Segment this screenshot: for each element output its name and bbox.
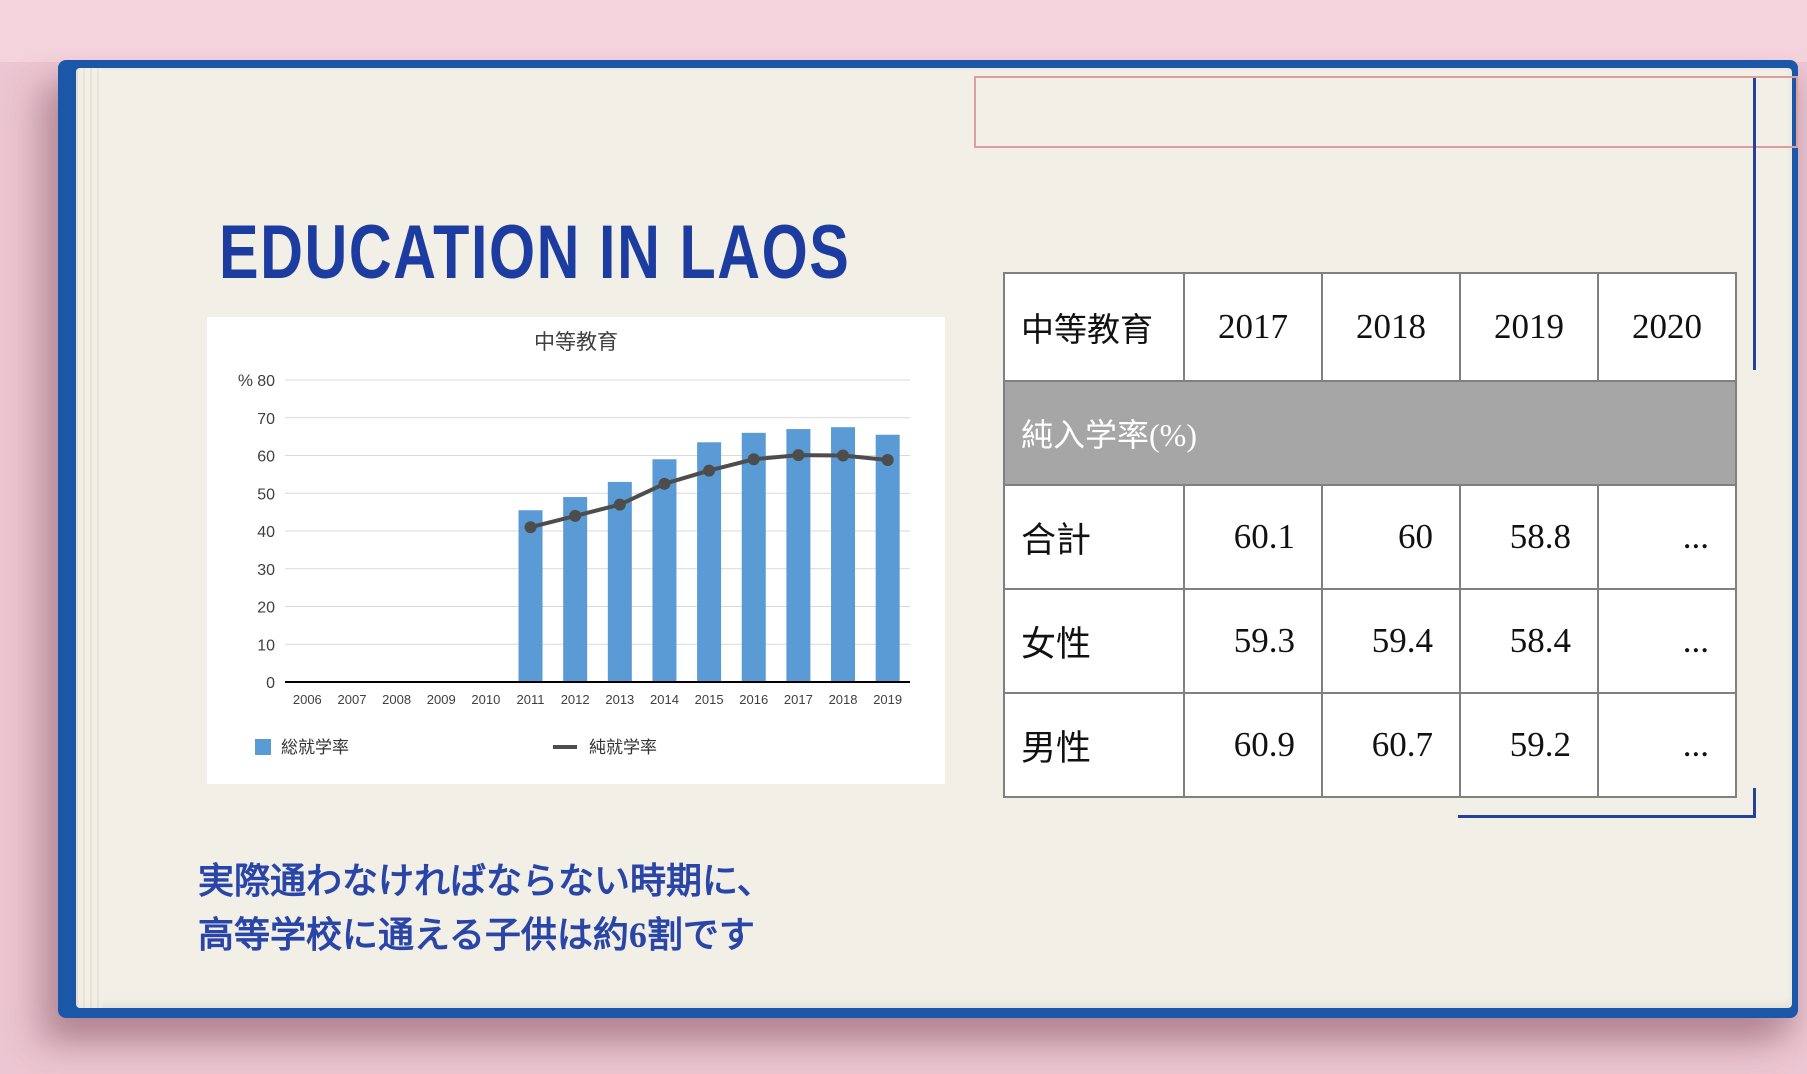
table-cell: 59.4: [1323, 590, 1459, 692]
svg-text:20: 20: [257, 600, 275, 617]
table-cell: 60.7: [1323, 694, 1459, 796]
svg-text:2011: 2011: [517, 692, 545, 707]
accent-red-rectangle: [974, 76, 1798, 148]
table-cell: 60: [1323, 486, 1459, 588]
svg-text:30: 30: [257, 562, 275, 579]
table-cell: 60.1: [1185, 486, 1321, 588]
table-row-label: 男性: [1005, 694, 1183, 796]
svg-text:2010: 2010: [471, 692, 500, 707]
svg-text:2017: 2017: [784, 692, 813, 707]
svg-text:50: 50: [257, 486, 275, 503]
accent-blue-vertical-line: [1753, 78, 1756, 370]
table-cell: ...: [1599, 694, 1735, 796]
table-header-cell: 2019: [1461, 274, 1597, 380]
table-header-cell: 2018: [1323, 274, 1459, 380]
svg-text:2016: 2016: [739, 692, 768, 707]
caption-line-1: 実際通わなければならない時期に、: [198, 861, 773, 901]
svg-text:60: 60: [257, 449, 275, 466]
svg-text:2014: 2014: [650, 692, 679, 707]
accent-blue-corner-line: [1458, 788, 1756, 818]
svg-text:2015: 2015: [695, 692, 724, 707]
table-cell: 58.8: [1461, 486, 1597, 588]
svg-text:2009: 2009: [427, 692, 456, 707]
table-row-label: 女性: [1005, 590, 1183, 692]
chart-panel: 0 10 20 30 40 50 60 70 80 2006 2007 2008 2009 2010 201…: [207, 317, 945, 784]
table-header-cell: 2017: [1185, 274, 1321, 380]
svg-text:2013: 2013: [605, 692, 634, 707]
svg-text:総就学率: 総就学率: [281, 738, 349, 757]
page-title: EDUCATION IN LAOS: [219, 209, 851, 295]
svg-text:40: 40: [257, 524, 275, 541]
svg-text:10: 10: [257, 637, 275, 654]
table-header-cell: 2020: [1599, 274, 1735, 380]
table-cell: 60.9: [1185, 694, 1321, 796]
caption-line-2: 高等学校に通える子供は約6割です: [198, 915, 755, 955]
enrollment-table: 中等教育 2017 2018 2019 2020 純入学率(%) 合計 60.1…: [1003, 272, 1737, 798]
table-cell: ...: [1599, 486, 1735, 588]
caption-text: 実際通わなければならない時期に、 高等学校に通える子供は約6割です: [198, 854, 773, 962]
svg-text:2019: 2019: [873, 692, 902, 707]
enrollment-chart: 0 10 20 30 40 50 60 70 80 2006 2007 2008 2009 2010 201…: [238, 331, 910, 757]
svg-text:2018: 2018: [829, 692, 858, 707]
svg-text:%: %: [238, 371, 253, 390]
svg-text:70: 70: [257, 411, 275, 428]
table-cell: 58.4: [1461, 590, 1597, 692]
table-band: 純入学率(%): [1005, 382, 1735, 484]
table-cell: 59.3: [1185, 590, 1321, 692]
table-cell: 59.2: [1461, 694, 1597, 796]
table-cell: ...: [1599, 590, 1735, 692]
svg-text:純就学率: 純就学率: [589, 738, 657, 757]
table-header-cell: 中等教育: [1005, 274, 1183, 380]
svg-text:2008: 2008: [382, 692, 411, 707]
background-top-band: [0, 0, 1807, 62]
svg-text:0: 0: [266, 675, 275, 692]
table-row-label: 合計: [1005, 486, 1183, 588]
svg-text:2007: 2007: [338, 692, 367, 707]
svg-text:2012: 2012: [561, 692, 590, 707]
svg-text:2006: 2006: [293, 692, 322, 707]
svg-text:中等教育: 中等教育: [534, 331, 618, 354]
svg-text:80: 80: [257, 373, 275, 390]
